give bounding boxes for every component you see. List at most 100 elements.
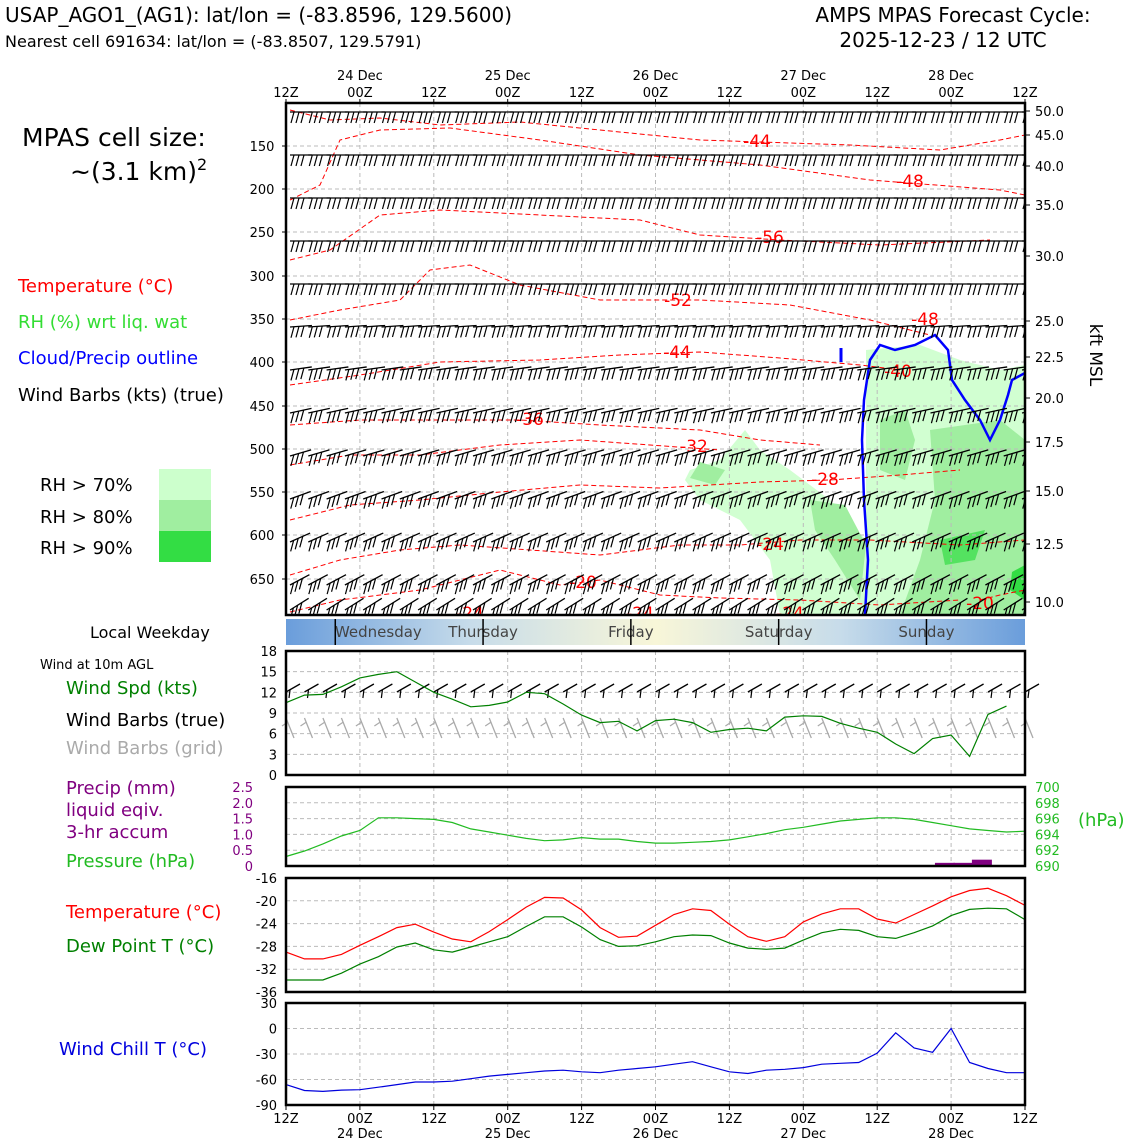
wind-barb-feather (867, 367, 872, 380)
wind-barb-feather (664, 602, 669, 614)
wind-barb-feather (404, 453, 410, 465)
wind-barb-feather (349, 538, 354, 550)
wind-barb-feather (638, 412, 643, 424)
wind-barb-feather (985, 326, 990, 338)
surface-barb-grid (710, 717, 720, 739)
wind-barb-feather (391, 494, 396, 506)
surface-barb-true-feather (916, 689, 919, 699)
wind-barb-feather (459, 538, 464, 550)
bottom-tick-label: 12Z (273, 1112, 299, 1127)
wind-barb-feather (368, 154, 373, 167)
wind-barb-feather (986, 607, 990, 615)
wind-barb-feather (752, 368, 757, 380)
wind-barb-feather (885, 325, 891, 338)
surface-barb-true-feather (657, 689, 661, 699)
wind-barb-feather (473, 240, 478, 253)
wind-barb-feather (967, 607, 972, 615)
wind-barb-feather (990, 283, 995, 296)
wind-barb-feather (899, 111, 904, 124)
wind-barb-feather (399, 582, 404, 595)
wind-barb-feather (628, 536, 633, 548)
wind-barb-feather (875, 454, 881, 467)
wind-barb-feather (776, 154, 781, 167)
upper-wind-barbs (289, 111, 1031, 615)
wind-barb-feather (551, 453, 556, 465)
wind-barb-feather (894, 240, 899, 253)
wind-barb-feather (355, 409, 360, 422)
wind-barb-feather (747, 369, 753, 381)
wind-barb-feather (684, 409, 689, 422)
wind-barb-feather (427, 451, 433, 464)
wind-barb-feather (821, 607, 825, 615)
wind-barb-feather (701, 536, 706, 548)
wind-barb-feather (875, 369, 881, 381)
wind-barb-feather (747, 540, 752, 552)
wind-barb-feather (820, 540, 825, 552)
wind-barb-feather (460, 326, 465, 338)
wind-barb-feather (826, 197, 831, 210)
wind-barb-feather (491, 412, 496, 424)
wind-barb-feather (363, 582, 368, 595)
height-tick-label: 45.0 (1035, 129, 1064, 144)
wind-barb-feather (739, 451, 744, 464)
height-tick-label: 25.0 (1035, 315, 1064, 330)
wind-barb-feather (583, 283, 588, 296)
wind-barb-feather (729, 283, 734, 296)
wind-barb-feather (857, 240, 862, 253)
wind-barb-feather (592, 451, 597, 464)
wind-barb-feather (390, 578, 395, 590)
wind-barb-feather (885, 451, 890, 464)
wind-barb-feather (299, 451, 305, 464)
temp-tick-label: -32 (256, 963, 277, 978)
wind-barb-feather (747, 283, 753, 296)
wind-barb-shaft (326, 407, 349, 414)
wind-barb-feather (446, 367, 451, 380)
wind-barb-feather (574, 240, 580, 253)
wind-barb-feather (460, 240, 465, 253)
wind-barb-feather (606, 410, 611, 423)
wind-barb-feather (381, 540, 386, 552)
wind-barb-feather (495, 538, 501, 550)
wind-barb-feather (862, 111, 867, 124)
wind-barb-feather (574, 111, 580, 124)
wind-barb-feather (831, 283, 836, 296)
wind-barb-feather (313, 368, 318, 380)
wind-barb-feather (794, 367, 799, 380)
wind-barb-feather (1028, 198, 1031, 209)
wind-barb-feather (515, 154, 520, 167)
surface-barb-true (470, 683, 486, 693)
wind-barb-feather (857, 454, 862, 467)
wind-barb-feather (327, 607, 331, 615)
surface-barb-grid (340, 717, 351, 739)
temp-contour (289, 569, 961, 613)
wind-barb-feather (355, 154, 360, 167)
wind-barb-feather (839, 240, 844, 253)
wind-barb-feather (367, 580, 372, 592)
wind-barb-feather (967, 454, 972, 467)
wind-barb-feather (381, 240, 387, 253)
wind-barb-shaft (838, 407, 861, 414)
wind-barb-feather (977, 367, 982, 380)
bottom-tick-label: 00Z (643, 1112, 669, 1127)
wind-barb-feather (917, 368, 922, 380)
wind-barb-feather (509, 582, 514, 595)
wind-barb-feather (313, 197, 318, 210)
wind-barb-feather (460, 197, 465, 210)
wind-barb-feather (569, 154, 575, 167)
wind-barb-feather (528, 154, 533, 167)
precip-bar (934, 862, 955, 866)
wind-barb-feather (601, 582, 606, 595)
wind-barb-feather (940, 494, 945, 506)
wind-barb-feather (418, 497, 423, 509)
wind-barb-feather (481, 602, 486, 614)
wind-barb-feather (528, 412, 533, 424)
wind-barb-feather (1003, 582, 1008, 595)
top-tick-label: 12Z (1012, 86, 1038, 101)
wind-barb-feather (904, 409, 909, 422)
wind-barb-feather (935, 368, 940, 380)
wind-barb-feather (564, 197, 570, 210)
wind-barb-feather (792, 602, 797, 614)
wind-barb-feather (593, 325, 598, 338)
wind-barb-shaft (454, 407, 477, 414)
